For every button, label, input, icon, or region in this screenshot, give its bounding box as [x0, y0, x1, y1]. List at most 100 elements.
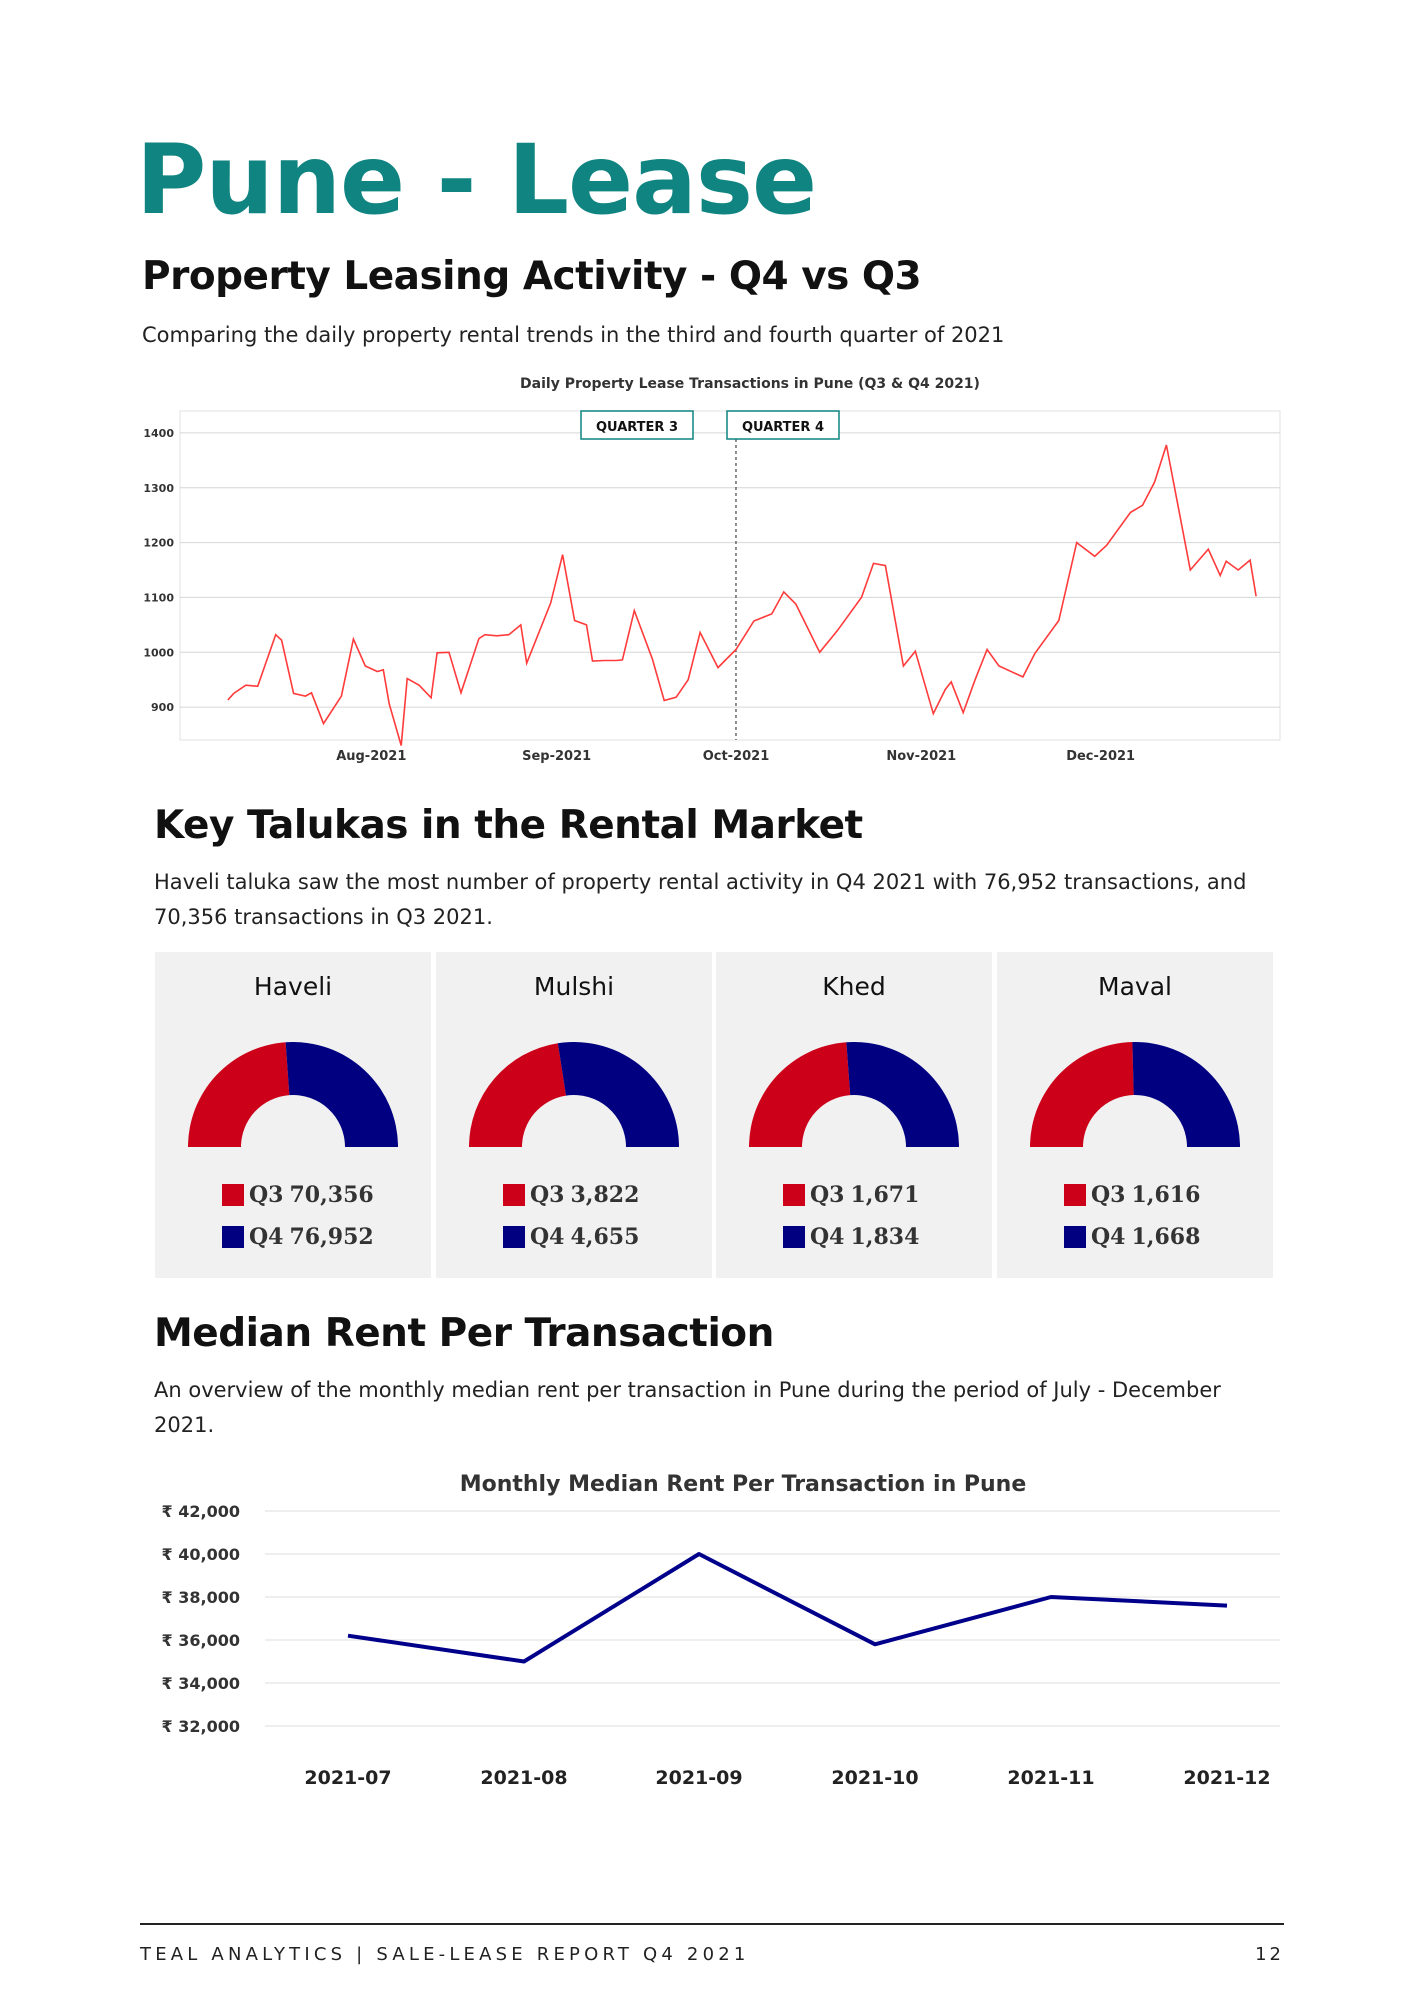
q3-swatch — [783, 1184, 805, 1206]
gauge-q4-segment — [285, 1042, 398, 1147]
taluka-gauge — [469, 1042, 679, 1147]
median-x-tick-label: 2021-09 — [655, 1767, 742, 1789]
median-rent-chart: Monthly Median Rent Per Transaction in P… — [162, 1472, 1280, 1789]
legend-q3-value: 1,616 — [1131, 1182, 1201, 1208]
section-text-median-rent-line2: 2021. — [154, 1413, 215, 1437]
legend-q3-label: Q3 — [810, 1182, 845, 1208]
taluka-name: Haveli — [253, 972, 333, 1001]
legend-q3-label: Q3 — [249, 1182, 284, 1208]
gauge-q3-segment — [749, 1042, 851, 1147]
legend-q4-value: 76,952 — [289, 1224, 374, 1250]
taluka-gauge — [188, 1042, 398, 1147]
daily-x-tick-label: Dec-2021 — [1066, 749, 1135, 764]
median-chart-grid — [265, 1510, 1280, 1727]
section-heading-key-talukas: Key Talukas in the Rental Market — [154, 803, 863, 848]
quarter-4-annotation: QUARTER 4 — [726, 410, 840, 440]
daily-x-tick-label: Nov-2021 — [886, 749, 956, 764]
taluka-gauge — [1030, 1042, 1240, 1147]
median-y-tick-label: ₹ 36,000 — [162, 1631, 240, 1650]
daily-y-tick-label: 900 — [151, 701, 174, 714]
section-heading-leasing-activity: Property Leasing Activity - Q4 vs Q3 — [142, 254, 922, 299]
median-y-tick-label: ₹ 42,000 — [162, 1502, 240, 1521]
section-text-leasing-activity: Comparing the daily property rental tren… — [142, 323, 1005, 347]
legend-q4: Q4 1,834 — [783, 1222, 919, 1252]
median-x-tick-label: 2021-10 — [831, 1767, 918, 1789]
median-y-tick-label: ₹ 34,000 — [162, 1674, 240, 1693]
quarter-3-label: QUARTER 3 — [596, 420, 678, 435]
taluka-name: Mulshi — [533, 972, 615, 1001]
daily-y-tick-label: 1400 — [143, 427, 174, 440]
q4-swatch — [503, 1226, 525, 1248]
legend-q3-value: 1,671 — [850, 1182, 920, 1208]
median-chart-y-ticks: ₹ 32,000 ₹ 34,000 ₹ 36,000 ₹ 38,000 ₹ 40,000… — [162, 1502, 240, 1736]
gauge-q3-segment — [188, 1042, 290, 1147]
legend-q3: Q3 3,822 — [503, 1180, 639, 1210]
footer-divider — [140, 1923, 1284, 1925]
median-chart-title: Monthly Median Rent Per Transaction in P… — [460, 1472, 1027, 1497]
legend-q4: Q4 76,952 — [222, 1222, 374, 1252]
taluka-card-mulshi: Mulshi Q3 3,822 Q4 4,655 — [436, 952, 712, 1278]
legend-q4-label: Q4 — [249, 1224, 284, 1250]
daily-y-tick-label: 1200 — [143, 537, 174, 550]
legend-q4: Q4 4,655 — [503, 1222, 639, 1252]
legend-q4-value: 1,834 — [850, 1224, 920, 1250]
legend-q4: Q4 1,668 — [1064, 1222, 1200, 1252]
section-heading-median-rent: Median Rent Per Transaction — [154, 1311, 774, 1356]
legend-q3-value: 3,822 — [570, 1182, 640, 1208]
q3-swatch — [1064, 1184, 1086, 1206]
legend-q3: Q3 1,671 — [783, 1180, 919, 1210]
taluka-name: Maval — [1098, 972, 1172, 1001]
daily-chart-plot-area — [179, 410, 1281, 741]
median-y-tick-label: ₹ 32,000 — [162, 1717, 240, 1736]
q4-swatch — [222, 1226, 244, 1248]
quarter-4-label: QUARTER 4 — [742, 420, 824, 435]
daily-x-tick-label: Sep-2021 — [522, 749, 591, 764]
taluka-card-maval: Maval Q3 1,616 Q4 1,668 — [997, 952, 1273, 1278]
legend-q4-value: 1,668 — [1131, 1224, 1201, 1250]
median-chart-x-ticks: 2021-07 2021-08 2021-09 2021-10 2021-11 2021-… — [304, 1767, 1270, 1789]
legend-q4-label: Q4 — [810, 1224, 845, 1250]
daily-x-tick-label: Oct-2021 — [703, 749, 770, 764]
footer-text: TEAL ANALYTICS | SALE-LEASE REPORT Q4 20… — [140, 1944, 750, 1965]
daily-chart-title: Daily Property Lease Transactions in Pun… — [520, 376, 980, 392]
daily-chart-x-ticks: Aug-2021 Sep-2021 Oct-2021 Nov-2021 Dec-2021 — [336, 749, 1135, 764]
gauge-q3-segment — [469, 1043, 567, 1147]
page-number: 12 — [1255, 1944, 1284, 1965]
legend-q4-label: Q4 — [1091, 1224, 1126, 1250]
daily-y-tick-label: 1000 — [143, 646, 174, 659]
legend-q4-label: Q4 — [530, 1224, 565, 1250]
daily-y-tick-label: 1300 — [143, 482, 174, 495]
daily-lease-chart: Daily Property Lease Transactions in Pun… — [143, 376, 1281, 764]
quarter-3-annotation: QUARTER 3 — [580, 410, 694, 440]
legend-q3-value: 70,356 — [289, 1182, 374, 1208]
taluka-card-khed: Khed Q3 1,671 Q4 1,834 — [716, 952, 992, 1278]
median-rent-line — [347, 1552, 1228, 1664]
median-x-tick-label: 2021-08 — [480, 1767, 567, 1789]
q4-swatch — [783, 1226, 805, 1248]
q4-swatch — [1064, 1226, 1086, 1248]
q3-swatch — [222, 1184, 244, 1206]
daily-x-tick-label: Aug-2021 — [336, 749, 406, 764]
daily-chart-y-ticks: 900 1000 1100 1200 1300 1400 — [143, 427, 174, 714]
median-y-tick-label: ₹ 38,000 — [162, 1588, 240, 1607]
legend-q3-label: Q3 — [530, 1182, 565, 1208]
section-text-key-talukas-line1: Haveli taluka saw the most number of pro… — [154, 870, 1247, 894]
section-text-key-talukas-line2: 70,356 transactions in Q3 2021. — [154, 905, 493, 929]
median-x-tick-label: 2021-11 — [1007, 1767, 1094, 1789]
gauge-q4-segment — [1132, 1042, 1240, 1147]
median-x-tick-label: 2021-12 — [1183, 1767, 1270, 1789]
gauge-q4-segment — [846, 1042, 959, 1147]
q3-swatch — [503, 1184, 525, 1206]
taluka-card-haveli: Haveli Q3 70,356 Q4 76,952 — [155, 952, 431, 1278]
page-title: Pune - Lease — [136, 124, 817, 236]
legend-q3-label: Q3 — [1091, 1182, 1126, 1208]
legend-q3: Q3 70,356 — [222, 1180, 374, 1210]
taluka-gauge — [749, 1042, 959, 1147]
legend-q3: Q3 1,616 — [1064, 1180, 1200, 1210]
daily-y-tick-label: 1100 — [143, 591, 174, 604]
median-y-tick-label: ₹ 40,000 — [162, 1545, 240, 1564]
gauge-q4-segment — [557, 1042, 679, 1147]
median-x-tick-label: 2021-07 — [304, 1767, 391, 1789]
taluka-name: Khed — [822, 972, 886, 1001]
gauge-q3-segment — [1030, 1042, 1134, 1147]
